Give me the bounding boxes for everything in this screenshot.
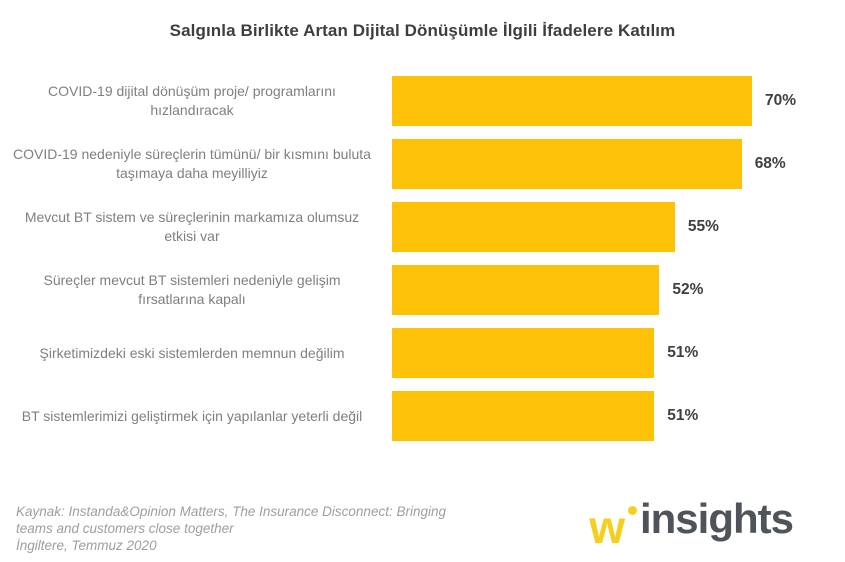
source-line-2: teams and customers close together bbox=[16, 521, 234, 536]
chart-row: COVID-19 dijital dönüşüm proje/ programl… bbox=[0, 76, 845, 126]
category-label: Şirketimizdeki eski sistemlerden memnun … bbox=[39, 344, 345, 361]
logo-wordmark: insights bbox=[639, 495, 794, 542]
category-label: Süreçler mevcut BT sistemleri nedeniyle … bbox=[43, 272, 341, 307]
chart-row: Mevcut BT sistem ve süreçlerinin markamı… bbox=[0, 202, 845, 252]
chart-row: Süreçler mevcut BT sistemleri nedeniyle … bbox=[0, 265, 845, 315]
category-label: Mevcut BT sistem ve süreçlerinin markamı… bbox=[24, 209, 360, 244]
bar-area: 55% bbox=[392, 202, 719, 252]
bar bbox=[392, 139, 742, 189]
bar-area: 70% bbox=[392, 76, 796, 126]
bar bbox=[392, 265, 660, 315]
source-note: Kaynak: Instanda&Opinion Matters, The In… bbox=[16, 503, 446, 554]
bar bbox=[392, 202, 675, 252]
winsights-logo: w insights bbox=[589, 495, 794, 553]
bar-area: 51% bbox=[392, 391, 698, 441]
bar bbox=[392, 76, 752, 126]
logo-dot-icon bbox=[627, 506, 637, 515]
chart-title: Salgınla Birlikte Artan Dijital Dönüşüml… bbox=[169, 21, 676, 40]
value-label: 51% bbox=[667, 344, 699, 361]
category-label: BT sistemlerimizi geliştirmek için yapıl… bbox=[21, 407, 363, 424]
logo-w-letter: w bbox=[589, 501, 625, 553]
value-label: 68% bbox=[754, 155, 786, 172]
value-label: 51% bbox=[667, 407, 699, 424]
bar-area: 68% bbox=[392, 139, 786, 189]
chart-row: Şirketimizdeki eski sistemlerden memnun … bbox=[0, 328, 845, 378]
bar bbox=[392, 391, 655, 441]
chart-row: COVID-19 nedeniyle süreçlerin tümünü/ bi… bbox=[0, 139, 845, 189]
bar-chart: COVID-19 dijital dönüşüm proje/ programl… bbox=[0, 76, 845, 454]
bar bbox=[392, 328, 655, 378]
category-label: COVID-19 dijital dönüşüm proje/ programl… bbox=[48, 83, 336, 118]
value-label: 70% bbox=[765, 92, 797, 109]
value-label: 55% bbox=[687, 218, 719, 235]
category-label: COVID-19 nedeniyle süreçlerin tümünü/ bi… bbox=[13, 146, 371, 181]
chart-row: BT sistemlerimizi geliştirmek için yapıl… bbox=[0, 391, 845, 441]
source-line-1: Kaynak: Instanda&Opinion Matters, The In… bbox=[16, 504, 446, 519]
source-line-3: İngiltere, Temmuz 2020 bbox=[16, 538, 157, 553]
value-label: 52% bbox=[672, 281, 704, 298]
bar-area: 51% bbox=[392, 328, 698, 378]
bar-area: 52% bbox=[392, 265, 703, 315]
